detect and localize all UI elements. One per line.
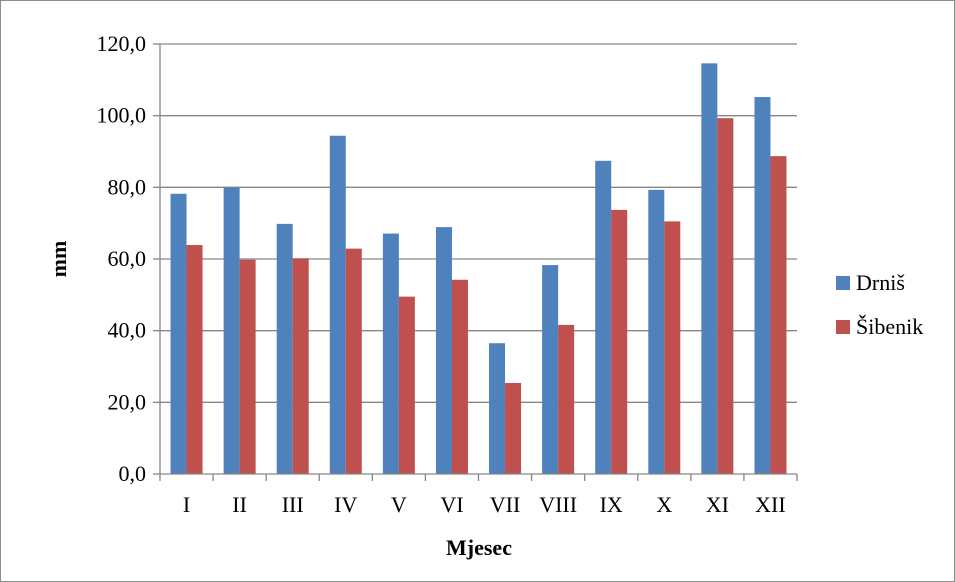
x-axis-title: Mjesec	[446, 535, 512, 560]
bar-sibenik-vi	[451, 279, 468, 474]
x-tick-label: XI	[706, 492, 729, 517]
bar-sibenik-v	[398, 296, 415, 474]
bar-drnis-xi	[701, 63, 718, 474]
y-tick-label: 80,0	[108, 174, 147, 199]
y-axis-title: mm	[46, 241, 71, 278]
bars	[170, 63, 787, 475]
axes	[153, 43, 798, 481]
x-tick-label: I	[183, 492, 190, 517]
bar-drnis-x	[648, 189, 665, 474]
bar-sibenik-iii	[292, 258, 309, 474]
x-tick-label: XII	[755, 492, 786, 517]
x-tick-label: IX	[600, 492, 623, 517]
legend-swatch	[836, 276, 850, 290]
y-tick-label: 40,0	[108, 318, 147, 343]
bar-sibenik-xi	[717, 118, 734, 475]
legend: Drniš Šibenik	[836, 270, 923, 339]
bar-drnis-ix	[595, 160, 612, 475]
bar-sibenik-viii	[558, 324, 575, 474]
bar-sibenik-i	[186, 245, 203, 474]
y-tick-label: 20,0	[108, 389, 147, 414]
bar-sibenik-ix	[611, 209, 628, 475]
x-tick-label: V	[391, 492, 407, 517]
x-tick-label: VIII	[539, 492, 577, 517]
x-tick-label: VI	[440, 492, 463, 517]
gridlines	[160, 43, 797, 403]
bar-drnis-iv	[329, 135, 346, 474]
bar-drnis-vi	[435, 227, 452, 474]
legend-label: Šibenik	[856, 314, 923, 339]
y-tick-label: 60,0	[108, 246, 147, 271]
y-tick-label: 120,0	[97, 31, 147, 56]
x-tick-label: II	[232, 492, 247, 517]
bar-sibenik-vii	[505, 382, 522, 474]
bar-drnis-iii	[276, 223, 293, 474]
bar-drnis-xii	[754, 97, 771, 475]
bar-sibenik-x	[664, 221, 681, 474]
bar-sibenik-ii	[239, 259, 256, 474]
bar-drnis-i	[170, 193, 187, 475]
legend-label: Drniš	[856, 270, 905, 295]
bar-drnis-v	[382, 233, 399, 474]
legend-swatch	[836, 320, 850, 334]
bar-drnis-viii	[542, 265, 559, 474]
y-tick-label: 0,0	[119, 461, 147, 486]
x-tick-label: X	[656, 492, 672, 517]
y-tick-label: 100,0	[97, 103, 147, 128]
x-tick-label: IV	[334, 492, 357, 517]
bar-sibenik-iv	[345, 248, 362, 474]
bar-drnis-vii	[489, 343, 506, 474]
bar-drnis-ii	[223, 187, 240, 475]
x-tick-label: III	[282, 492, 304, 517]
bar-sibenik-xii	[770, 156, 787, 475]
x-tick-label: VII	[490, 492, 521, 517]
